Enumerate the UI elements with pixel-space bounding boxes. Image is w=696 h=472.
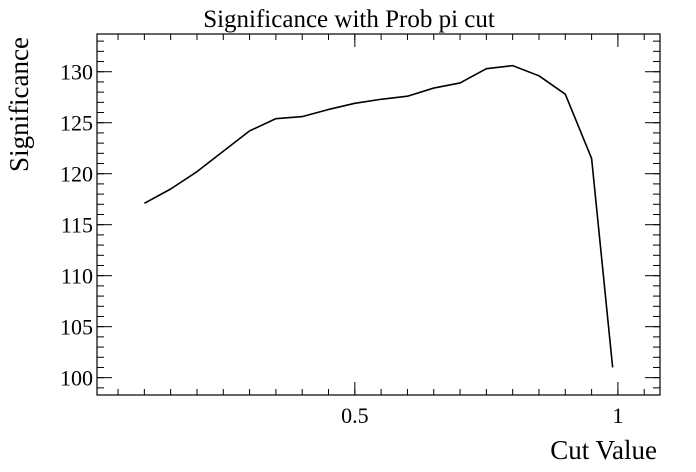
axis-ticks — [97, 34, 660, 395]
y-tick-label: 110 — [61, 264, 93, 289]
series-layer — [143, 64, 614, 368]
y-tick-label: 100 — [60, 366, 93, 391]
y-tick-label: 115 — [61, 213, 93, 238]
tick-labels: 0.5 1 100 105 110 115 120 125 130 — [60, 60, 623, 428]
plot-frame — [96, 33, 661, 396]
chart-title: Significance with Prob pi cut — [203, 6, 495, 33]
y-tick-label: 130 — [60, 60, 93, 85]
y-tick-label: 125 — [60, 111, 93, 136]
x-tick-label: 1 — [612, 403, 623, 428]
y-axis-label: Significance — [4, 37, 34, 172]
y-tick-label: 120 — [60, 162, 93, 187]
y-tick-label: 105 — [60, 315, 93, 340]
x-axis-label: Cut Value — [550, 435, 657, 465]
x-tick-label: 0.5 — [341, 403, 369, 428]
series-line — [143, 64, 614, 368]
